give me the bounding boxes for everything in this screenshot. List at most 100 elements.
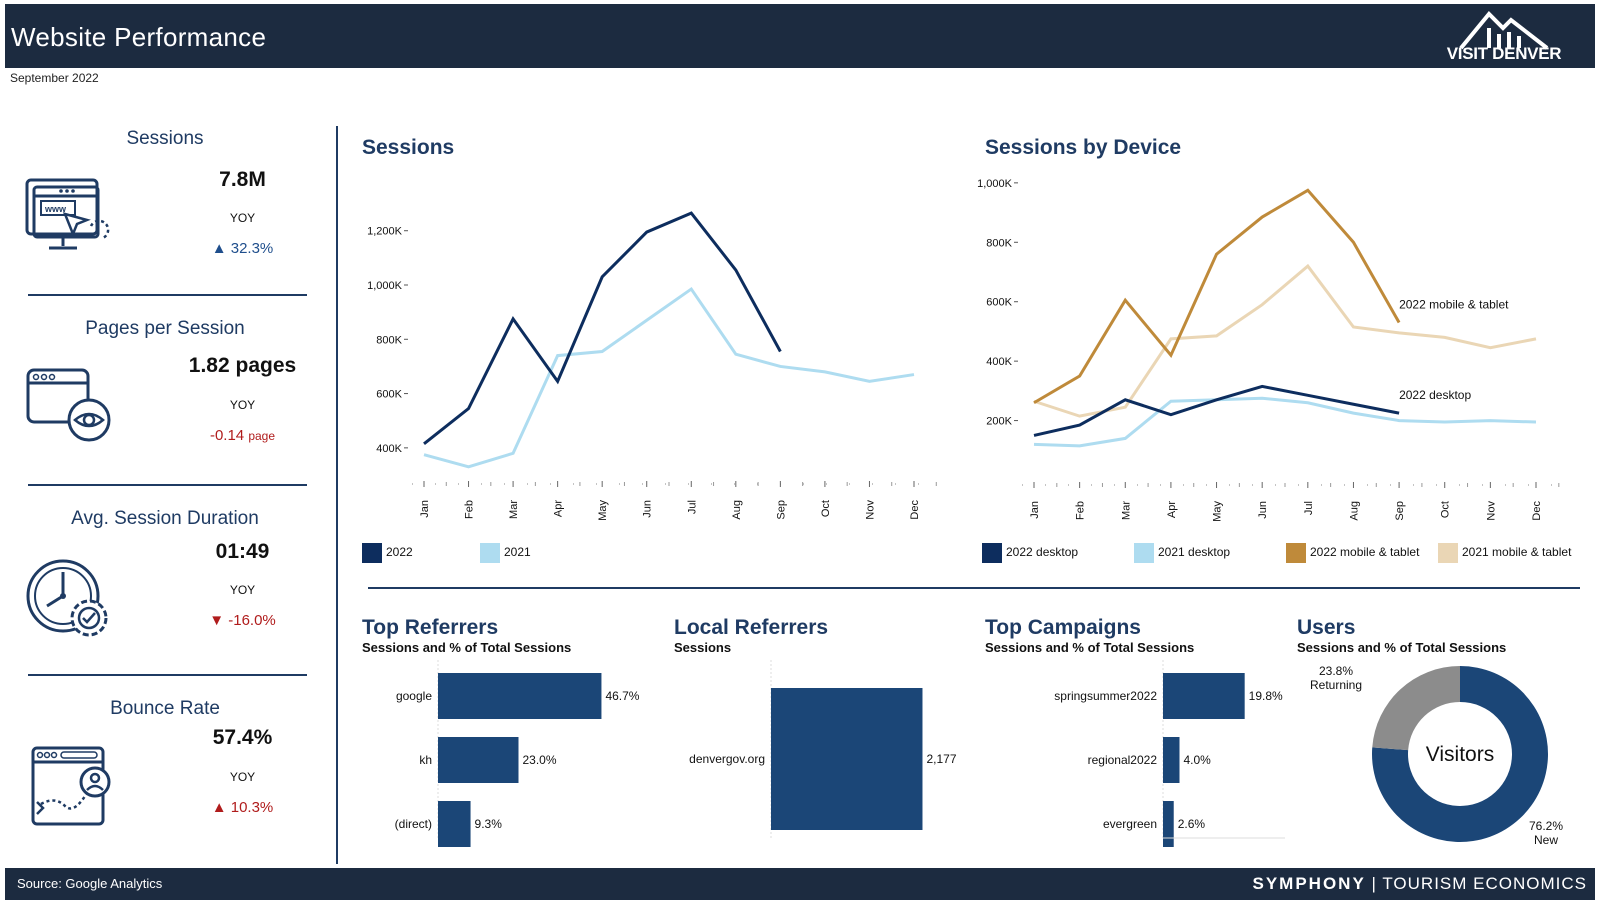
kpi-change-value: ▼ -16.0% <box>209 612 276 629</box>
bar <box>1163 801 1174 847</box>
symphony-brand: SYMPHONY | TOURISM ECONOMICS <box>1252 874 1587 893</box>
bar <box>438 737 519 783</box>
kpi-divider <box>28 674 307 676</box>
bar-category-label: kh <box>419 753 432 767</box>
kpi-label: Pages per Session <box>85 318 245 339</box>
mountain-icon <box>1459 11 1549 50</box>
series-line-2022-mobile-tablet <box>1033 188 1401 405</box>
column-divider <box>336 126 338 864</box>
bar <box>438 673 602 719</box>
top-referrers-bar-chart: google 46.7% kh 23.0% (direct) 9.3% <box>395 660 640 847</box>
x-tick-label: May <box>597 500 609 521</box>
chart-subtitle-top-campaigns: Sessions and % of Total Sessions <box>985 640 1195 655</box>
kpi-divider <box>28 294 307 296</box>
legend-label: 2022 desktop <box>1006 545 1079 560</box>
legend-label: 2021 desktop <box>1158 545 1231 560</box>
y-tick-label: 800K <box>986 237 1012 249</box>
series-line-2021 <box>423 286 915 469</box>
series-end-label: 2022 desktop <box>1399 388 1471 402</box>
donut-center-label: Visitors <box>1426 743 1494 766</box>
x-tick-label: Apr <box>553 500 565 517</box>
donut-slice-new <box>1372 666 1548 842</box>
chart-subtitle-users: Sessions and % of Total Sessions <box>1297 640 1507 655</box>
bar <box>1163 673 1245 719</box>
legend-label: 2022 <box>386 545 413 560</box>
y-tick-label: 400K <box>986 356 1012 368</box>
kpi-bounce-rate: Bounce Rate 57.4% YOY ▲ 10.3% <box>20 698 310 858</box>
x-tick-label: Jun <box>1257 501 1269 519</box>
x-tick-label: Feb <box>464 500 476 519</box>
kpi-change: ▼ -16.0% <box>165 612 320 629</box>
kpi-yoy-label: YOY <box>229 211 256 225</box>
x-tick-label: Jun <box>642 500 654 518</box>
y-tick-label: 600K <box>986 297 1012 309</box>
chart-title-sessions: Sessions <box>362 136 455 159</box>
kpi-change: ▲ 32.3% <box>165 240 320 257</box>
bar-value-label: 46.7% <box>605 689 639 703</box>
legend-swatch <box>1438 543 1458 563</box>
chart-title-local-referrers: Local Referrers <box>674 616 829 639</box>
kpi-avg-session-duration: Avg. Session Duration 01:49 YOY ▼ -16.0% <box>20 508 310 668</box>
kpi-change: ▲ 10.3% <box>165 799 320 816</box>
series-line-2021-mobile-tablet <box>1033 263 1537 418</box>
kpi-yoy-label: YOY <box>229 770 256 784</box>
x-tick-label: Nov <box>1485 501 1497 521</box>
kpi-change: -0.14 page <box>165 427 320 444</box>
x-tick-label: Sep <box>775 500 787 520</box>
bar-category-label: denvergov.org <box>689 752 765 766</box>
kpi-change-value: ▲ 32.3% <box>211 240 274 257</box>
kpi-value: 57.4% <box>212 726 273 749</box>
kpi-sessions: Sessions www 7.8M YOY ▲ 32.3% <box>20 128 310 288</box>
x-tick-label: Nov <box>864 500 876 520</box>
series-line-2022-desktop <box>1033 384 1400 437</box>
x-tick-label: Oct <box>1440 501 1452 518</box>
legend-swatch <box>1134 543 1154 563</box>
row-divider <box>368 587 1580 589</box>
bar-category-label: evergreen <box>1103 817 1157 831</box>
chart-title-top-campaigns: Top Campaigns <box>985 616 1141 639</box>
x-tick-label: Mar <box>1120 501 1132 520</box>
y-tick-label: 1,000K <box>977 178 1013 190</box>
visit-denver-logo: VISIT DENVER <box>1439 10 1569 66</box>
local-referrers-bar-chart: denvergov.org 2,177 <box>689 660 957 838</box>
chart-title-device: Sessions by Device <box>985 136 1182 159</box>
donut-percent-label: 23.8% <box>1319 664 1353 678</box>
chart-title-top-referrers: Top Referrers <box>362 616 499 639</box>
logo-text: VISIT DENVER <box>1446 44 1562 63</box>
kpi-change-value: -0.14 <box>209 427 245 444</box>
footer-bar: Source: Google Analytics SYMPHONY | TOUR… <box>5 868 1595 900</box>
x-tick-label: Mar <box>508 500 520 519</box>
bar-category-label: springsummer2022 <box>1054 689 1157 703</box>
data-source: Source: Google Analytics <box>17 876 163 891</box>
chart-title-users: Users <box>1297 616 1356 639</box>
bar <box>771 688 923 830</box>
legend-swatch <box>1286 543 1306 563</box>
x-tick-label: Aug <box>731 500 743 520</box>
legend-item-2022-mobile: 2022 mobile & tablet <box>1286 543 1419 563</box>
bar-value-label: 23.0% <box>523 753 557 767</box>
bar-value-label: 19.8% <box>1249 689 1283 703</box>
donut-slice-returning <box>1372 666 1460 751</box>
header-bar: Website Performance VISIT DENVER <box>5 4 1595 68</box>
kpi-label: Avg. Session Duration <box>71 508 259 529</box>
legend-swatch <box>480 543 500 563</box>
bar-category-label: regional2022 <box>1088 753 1158 767</box>
x-tick-label: May <box>1212 501 1224 522</box>
donut-slice-name-label: Returning <box>1310 678 1362 692</box>
legend-swatch <box>362 543 382 563</box>
bar <box>1163 737 1180 783</box>
x-tick-label: Jan <box>1029 501 1041 519</box>
y-tick-label: 600K <box>376 389 402 401</box>
series-line-2021-desktop <box>1033 396 1537 448</box>
y-tick-label: 400K <box>376 443 402 455</box>
kpi-divider <box>28 484 307 486</box>
y-tick-label: 1,200K <box>367 226 403 238</box>
legend-label: 2021 mobile & tablet <box>1462 545 1572 560</box>
bar-category-label: google <box>396 689 432 703</box>
kpi-label: Sessions <box>126 128 204 149</box>
legend-item-2022: 2022 <box>362 543 413 563</box>
brand-bold: SYMPHONY <box>1252 874 1366 893</box>
users-donut-chart: Visitors 76.2%New 23.8%Returning <box>1310 664 1563 847</box>
x-tick-label: Aug <box>1348 501 1360 521</box>
x-tick-label: Jul <box>686 500 698 514</box>
